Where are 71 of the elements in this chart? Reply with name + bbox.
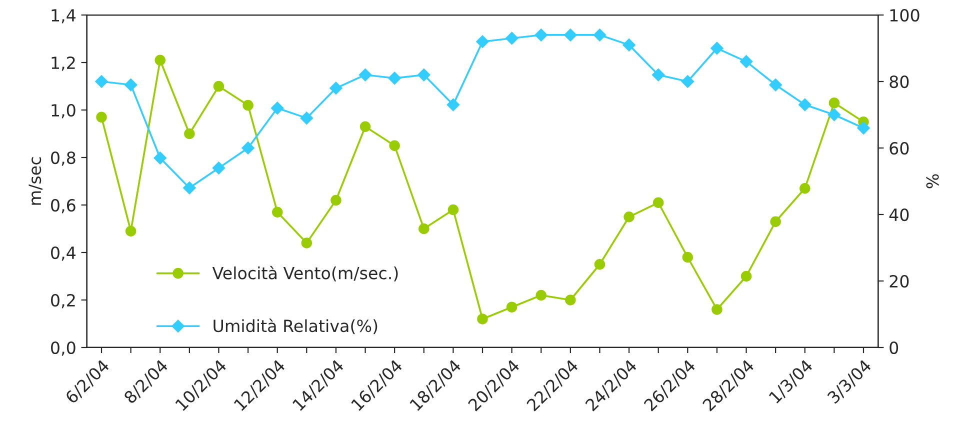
point: [213, 80, 224, 92]
point: [389, 140, 400, 152]
point: [769, 78, 782, 92]
point: [477, 314, 488, 324]
y2-tick-label: 100: [890, 8, 920, 22]
y-tick-label: 1,4: [52, 9, 76, 24]
point: [124, 78, 138, 92]
point: [330, 82, 342, 95]
point: [798, 98, 812, 112]
point: [593, 28, 606, 42]
y2-tick-label: 0: [890, 341, 898, 354]
point: [594, 258, 606, 270]
point: [564, 28, 577, 42]
y2-tick-label: 40: [889, 208, 909, 222]
point: [622, 38, 636, 52]
point: [301, 238, 312, 248]
point: [448, 204, 459, 216]
point: [418, 223, 430, 234]
legend-label: Umidità Relativa(%): [214, 318, 378, 334]
point: [184, 128, 195, 140]
point: [300, 112, 314, 124]
point: [712, 304, 722, 315]
y-tick-label: 0,0: [51, 341, 76, 356]
point: [95, 75, 108, 88]
point: [565, 294, 576, 306]
point: [536, 290, 546, 301]
point: [828, 98, 840, 108]
point: [183, 181, 196, 194]
point: [330, 194, 342, 206]
y-axis-title: m/sec: [28, 157, 42, 205]
point: [446, 98, 460, 112]
point: [740, 270, 752, 282]
y2-tick-label: 80: [890, 75, 909, 88]
y-tick-label: 0,2: [51, 294, 75, 308]
point: [388, 72, 401, 85]
point: [505, 32, 518, 45]
point: [242, 100, 254, 111]
y-tick-label: 1,0: [52, 104, 76, 118]
point: [681, 75, 694, 88]
y2-tick-label: 20: [890, 274, 909, 288]
y-tick-label: 1,2: [52, 56, 75, 71]
y-tick-label: 0,4: [51, 246, 76, 261]
point: [272, 206, 283, 218]
point: [476, 35, 489, 48]
point: [710, 42, 724, 55]
y2-axis-title: %: [926, 174, 939, 188]
point: [800, 182, 810, 194]
point: [270, 102, 284, 115]
point: [358, 68, 372, 82]
point: [125, 226, 136, 237]
point: [417, 68, 430, 82]
point: [154, 54, 166, 66]
point: [652, 68, 665, 82]
y-tick-label: 0,6: [51, 198, 76, 214]
point: [828, 108, 841, 122]
point: [857, 122, 870, 134]
point: [624, 211, 634, 222]
point: [740, 55, 753, 68]
point: [242, 142, 254, 154]
y2-tick-label: 60: [890, 142, 909, 155]
point: [534, 28, 548, 42]
point: [506, 302, 518, 312]
point: [682, 252, 694, 263]
point: [652, 197, 664, 208]
y-tick-label: 0,8: [51, 151, 76, 166]
point: [96, 112, 107, 123]
legend-label: Velocità Vento(m/sec.): [212, 266, 398, 282]
point: [154, 152, 167, 164]
point: [212, 162, 226, 174]
point: [360, 121, 371, 132]
point: [770, 216, 781, 228]
